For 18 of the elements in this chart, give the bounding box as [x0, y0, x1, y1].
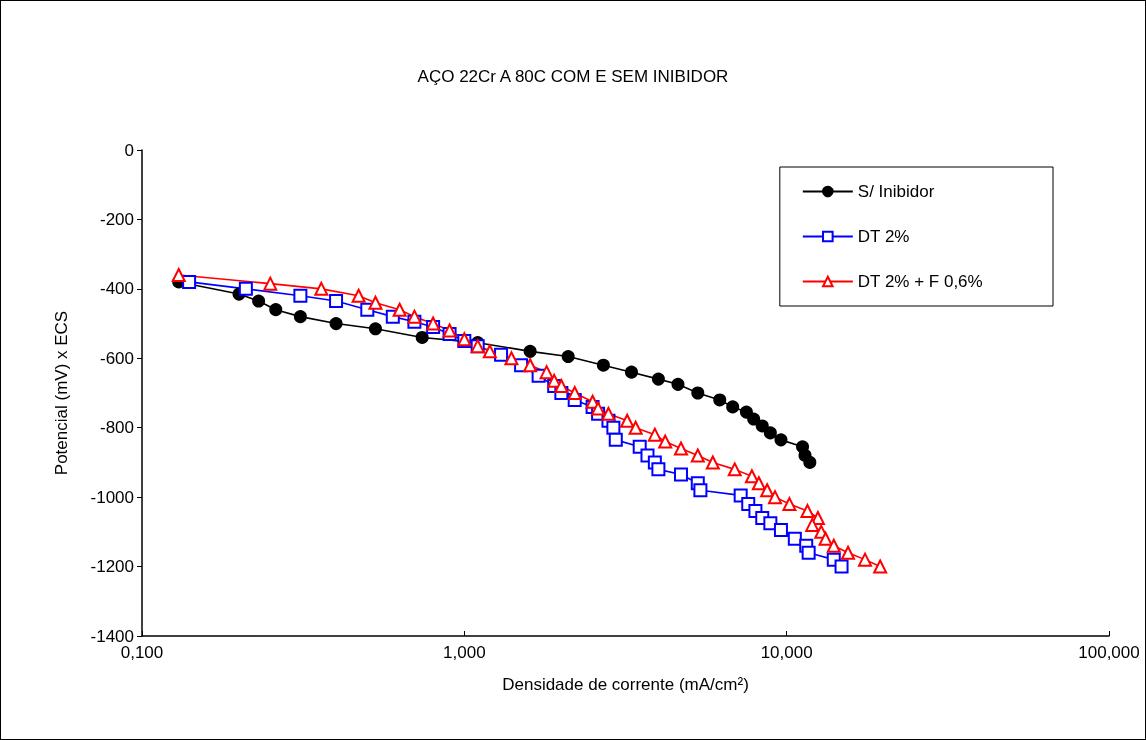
x-tick-label: 10,000 — [760, 643, 813, 662]
y-tick-label: -200 — [99, 209, 134, 229]
y-tick-label: 0 — [124, 140, 134, 160]
x-tick-label: 1,000 — [443, 643, 486, 662]
y-tick-label: -600 — [99, 348, 134, 368]
legend-label: DT 2% — [857, 227, 910, 246]
y-tick-label: -400 — [99, 279, 134, 299]
y-tick-label: -1400 — [90, 626, 134, 646]
x-axis-title: Densidade de corrente (mA/cm²) — [502, 675, 749, 694]
legend-label: S/ Inibidor — [857, 182, 935, 201]
chart-title: AÇO 22Cr A 80C COM E SEM INIBIDOR — [417, 67, 729, 86]
y-axis-title: Potencial (mV) x ECS — [52, 310, 71, 476]
legend-label: DT 2% + F 0,6% — [857, 272, 983, 291]
x-tick-label: 100,000 — [1078, 643, 1140, 662]
y-tick-label: -800 — [99, 418, 134, 438]
y-tick-label: -1200 — [90, 557, 134, 577]
x-tick-label: 0,100 — [120, 643, 164, 662]
y-tick-label: -1000 — [90, 487, 134, 507]
